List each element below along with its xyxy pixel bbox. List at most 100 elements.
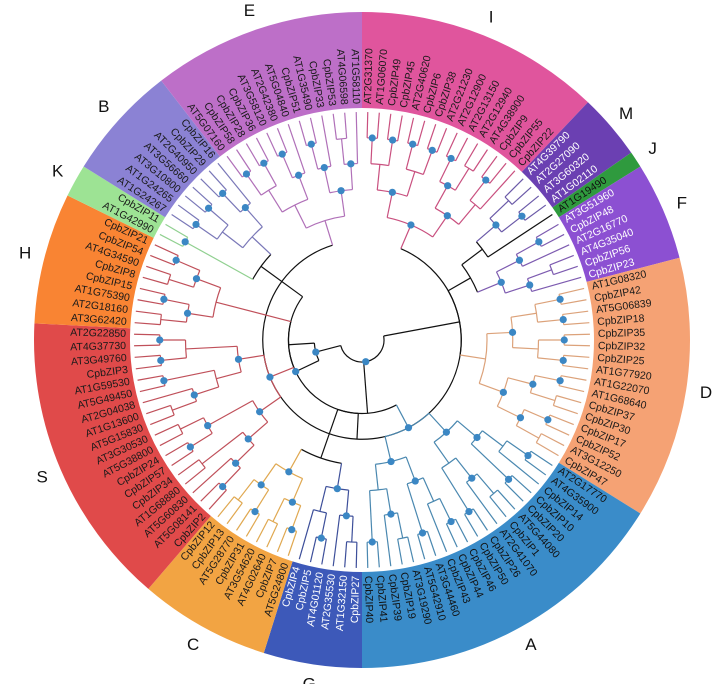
branch-line — [439, 498, 452, 522]
leaf-label: CpbZIP40 — [362, 576, 375, 624]
branch-line — [504, 178, 524, 198]
branch-line — [184, 241, 253, 280]
branch-arc — [242, 226, 263, 249]
clade-letter-I: I — [489, 7, 494, 26]
branch-line — [366, 542, 369, 568]
leaf-label: AT3G49760 — [71, 352, 128, 368]
branch-line — [309, 117, 317, 144]
bootstrap-dot — [388, 188, 396, 196]
branch-line — [287, 124, 306, 174]
branch-line — [134, 354, 161, 358]
branch-line — [479, 170, 516, 210]
branch-line — [154, 423, 179, 436]
branch-line — [254, 489, 270, 512]
tree-branches — [134, 112, 590, 568]
clade-band-M — [521, 102, 632, 208]
clade-letter-K: K — [52, 162, 64, 181]
branch-line — [501, 215, 523, 233]
branch-line — [374, 464, 379, 490]
branch-line — [135, 364, 162, 370]
branch-line — [563, 322, 590, 326]
branch-line — [386, 488, 392, 515]
branch-line — [184, 467, 206, 485]
branch-line — [247, 421, 269, 440]
branch-line — [287, 531, 298, 556]
branch-line — [472, 508, 488, 531]
branch-line — [363, 361, 369, 414]
branch-line — [336, 463, 343, 489]
branch-line — [269, 366, 295, 378]
branch-line — [477, 281, 502, 293]
branch-line — [540, 433, 565, 447]
branch-line — [405, 456, 416, 482]
bootstrap-dot — [559, 315, 567, 324]
branch-line — [518, 195, 540, 213]
branch-line — [470, 443, 510, 480]
clade-letter-F: F — [677, 193, 687, 212]
bootstrap-dot — [295, 171, 303, 179]
branch-line — [344, 541, 348, 568]
branch-line — [487, 214, 553, 258]
clade-bands — [33, 12, 690, 668]
branch-line — [345, 490, 350, 516]
branch-line — [184, 195, 206, 213]
bootstrap-dot — [407, 221, 415, 229]
branch-line — [245, 173, 262, 196]
bootstrap-dot — [516, 414, 525, 422]
branch-line — [222, 192, 241, 213]
clade-letter-J: J — [648, 139, 657, 158]
clade-band-J — [552, 152, 641, 218]
branch-line — [445, 132, 458, 157]
branch-line — [407, 117, 415, 144]
branch-line — [321, 538, 327, 565]
branch-line — [510, 312, 537, 318]
branch-arc — [489, 489, 498, 498]
branch-line — [321, 115, 332, 167]
clade-band-S — [33, 323, 211, 589]
branch-line — [340, 138, 345, 165]
branch-line — [558, 385, 585, 393]
bootstrap-dot — [266, 373, 274, 381]
leaf-label: CpbZIP25 — [597, 352, 645, 368]
branch-line — [142, 387, 193, 404]
branch-line — [386, 113, 392, 140]
clade-band-I — [362, 12, 588, 172]
branch-arc — [478, 333, 488, 384]
branch-line — [245, 143, 260, 167]
branch-line — [455, 518, 469, 543]
branch-line — [134, 322, 161, 326]
branch-line — [417, 534, 426, 560]
branch-line — [266, 132, 279, 157]
bootstrap-dot — [544, 416, 552, 424]
branch-line — [320, 512, 328, 539]
branch-line — [135, 310, 162, 316]
bootstrap-dot — [447, 154, 455, 163]
branch-line — [545, 423, 570, 436]
bootstrap-dot — [389, 136, 397, 144]
branch-line — [417, 120, 426, 146]
bootstrap-dot — [190, 391, 198, 399]
branch-line — [439, 158, 452, 182]
branch-line — [397, 115, 403, 142]
branch-arc — [535, 433, 542, 443]
branch-line — [266, 523, 279, 548]
branch-arc — [427, 497, 440, 505]
branch-line — [268, 189, 283, 213]
bootstrap-dot — [515, 256, 524, 264]
branch-arc — [260, 185, 277, 196]
branch-line — [309, 536, 317, 563]
branch-line — [255, 137, 269, 162]
branch-line — [530, 450, 553, 466]
branch-line — [472, 149, 488, 172]
bootstrap-dot — [192, 275, 201, 283]
bootstrap-dot — [160, 295, 168, 303]
branch-line — [200, 178, 220, 198]
branch-line — [259, 396, 282, 413]
branch-line — [171, 214, 194, 230]
clade-letter-E: E — [244, 1, 255, 20]
bootstrap-dot — [497, 278, 505, 286]
branch-arc — [252, 254, 272, 280]
branch-line — [454, 168, 470, 191]
branch-arc — [536, 339, 540, 358]
branch-line — [236, 508, 252, 531]
